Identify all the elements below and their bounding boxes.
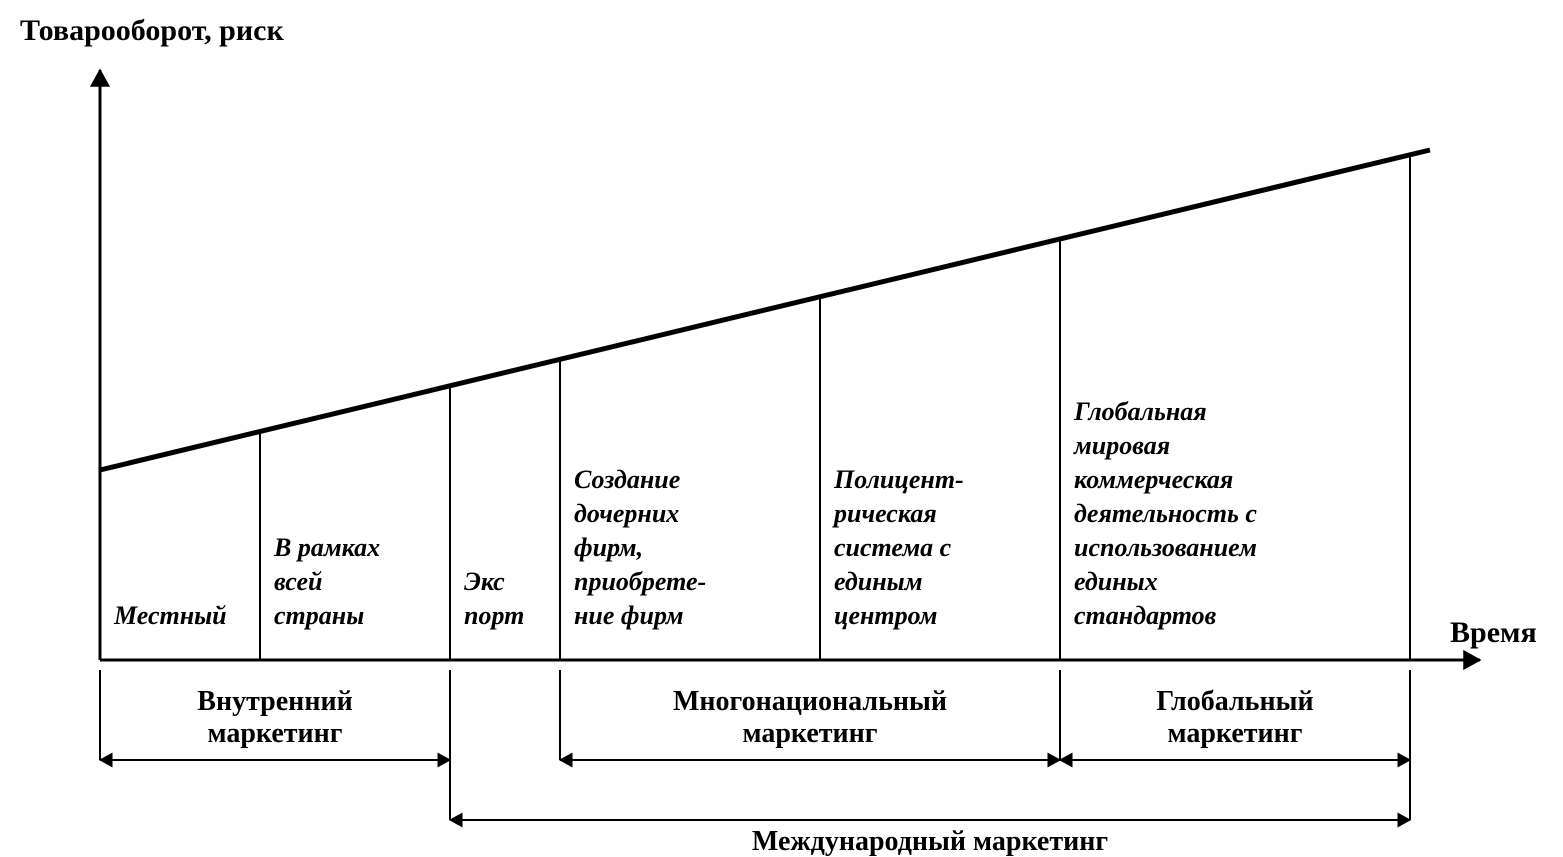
segment-label: Созданиедочернихфирм,приобрете-ние фирм [574, 465, 706, 630]
group-label: Многонациональныймаркетинг [673, 686, 947, 749]
segment-label: Местный [113, 601, 227, 630]
trend-line [100, 150, 1430, 470]
marketing-stages-diagram: Товарооборот, риск Время Местный В рамкахвс… [0, 0, 1563, 857]
group-label: Внутренниймаркетинг [197, 686, 352, 749]
segments: Местный В рамкахвсейстраны Экспорт Создание… [113, 155, 1410, 660]
top-groups: Внутренниймаркетинг Многонациональныймарк… [100, 670, 1410, 767]
group-label: Глобальныймаркетинг [1156, 686, 1313, 749]
segment-label: В рамкахвсейстраны [273, 533, 380, 630]
y-axis-title: Товарооборот, риск [20, 14, 284, 47]
segment-label: Полицент-рическаясистема сединымцентром [832, 465, 964, 630]
bottom-group-label: Международный маркетинг [752, 826, 1108, 857]
x-axis-title: Время [1450, 616, 1537, 649]
segment-label: Экспорт [464, 567, 524, 630]
segment-label: Глобальнаямироваякоммерческаядеятельност… [1073, 397, 1257, 630]
